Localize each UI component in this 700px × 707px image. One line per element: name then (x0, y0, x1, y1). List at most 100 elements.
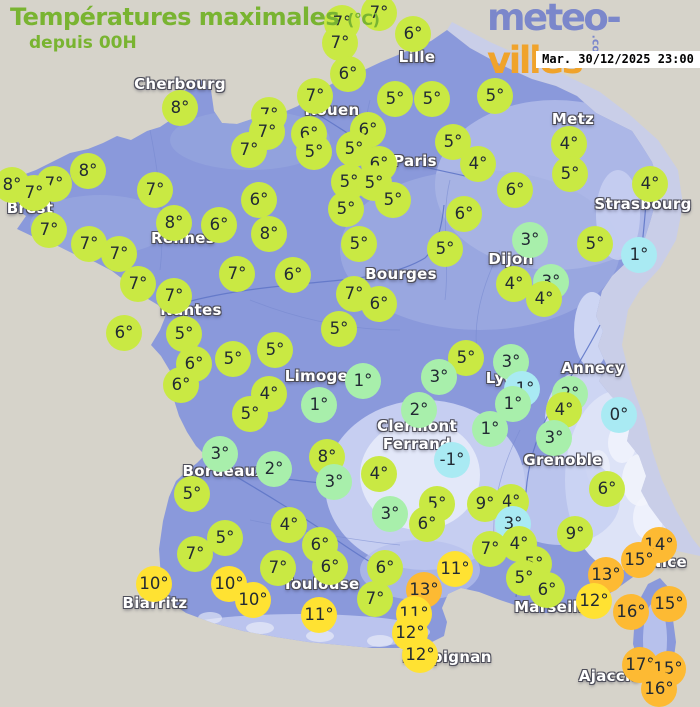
temp-bubble: 7° (101, 236, 137, 272)
temp-bubble: 10° (211, 566, 247, 602)
temp-bubble: 15° (651, 586, 687, 622)
temp-bubble: 2° (401, 392, 437, 428)
temp-bubble: 7° (472, 531, 508, 567)
temp-bubble: 6° (106, 315, 142, 351)
temp-bubble: 5° (414, 81, 450, 117)
temp-bubble: 3° (202, 436, 238, 472)
temp-bubble: 5° (375, 182, 411, 218)
temp-bubble: 15° (621, 542, 657, 578)
temp-bubble: 4° (361, 456, 397, 492)
temp-bubble: 1° (301, 387, 337, 423)
temp-bubble: 2° (256, 451, 292, 487)
timestamp: Mar. 30/12/2025 23:00 (536, 51, 700, 68)
temp-bubble: 16° (613, 594, 649, 630)
temp-bubble: 5° (257, 332, 293, 368)
river-garonne (204, 457, 373, 564)
temp-bubble: 3° (512, 222, 548, 258)
temp-bubble: 6° (312, 549, 348, 585)
title-text: Températures maximales (10, 3, 340, 31)
temp-bubble: 5° (232, 396, 268, 432)
temp-bubble: 6° (330, 56, 366, 92)
city-label-annecy: Annecy (561, 359, 625, 377)
temp-bubble: 8° (251, 216, 287, 252)
terrain-brittany (30, 195, 170, 255)
temp-bubble: 3° (372, 496, 408, 532)
temp-bubble: 5° (207, 520, 243, 556)
page-title: Températures maximales (°C) (10, 3, 380, 31)
temp-bubble: 6° (367, 550, 403, 586)
temp-bubble: 16° (641, 671, 677, 707)
temp-bubble: 7° (322, 25, 358, 61)
temp-bubble: 1° (495, 386, 531, 422)
temp-bubble: 5° (377, 81, 413, 117)
temp-bubble: 8° (156, 205, 192, 241)
temp-bubble: 5° (215, 341, 251, 377)
temp-bubble: 10° (235, 582, 271, 618)
temp-bubble: 5° (296, 134, 332, 170)
logo-part-meteo: meteo- (487, 0, 622, 39)
temp-bubble: 6° (275, 257, 311, 293)
temp-bubble: 5° (328, 191, 364, 227)
temp-bubble: 6° (361, 286, 397, 322)
city-label-cherbourg: Cherbourg (134, 75, 226, 93)
temp-bubble: 6° (409, 506, 445, 542)
temp-bubble: 4° (271, 507, 307, 543)
temp-bubble: 7° (31, 212, 67, 248)
meteo-villes-logo[interactable]: meteo-villes .com (487, 0, 700, 82)
temp-bubble: 6° (163, 367, 199, 403)
temp-bubble: 5° (174, 476, 210, 512)
temp-bubble: 6° (446, 196, 482, 232)
temp-bubble: 7° (219, 256, 255, 292)
temp-bubble: 6° (589, 471, 625, 507)
city-label-metz: Metz (551, 110, 595, 128)
temp-bubble: 8° (70, 153, 106, 189)
temp-bubble: 1° (345, 363, 381, 399)
temp-bubble: 1° (472, 411, 508, 447)
temp-bubble: 7° (137, 172, 173, 208)
temp-bubble: 12° (402, 637, 438, 673)
temp-bubble: 3° (316, 464, 352, 500)
temp-bubble: 9° (557, 516, 593, 552)
temp-bubble: 0° (601, 397, 637, 433)
temp-bubble: 7° (260, 550, 296, 586)
temp-bubble: 11° (301, 597, 337, 633)
city-label-paris: Paris (393, 152, 437, 170)
title-unit: (°C) (347, 10, 380, 29)
city-label-bourges: Bourges (365, 265, 437, 283)
temp-bubble: 7° (297, 78, 333, 114)
temp-bubble: 7° (357, 581, 393, 617)
city-label-ferrand: Ferrand (382, 435, 452, 453)
city-label-lille: Lille (398, 48, 436, 66)
temp-bubble: 10° (136, 566, 172, 602)
temp-bubble: 5° (577, 226, 613, 262)
temp-bubble: 6° (201, 207, 237, 243)
temp-bubble: -1° (434, 442, 470, 478)
temp-bubble: 7° (156, 278, 192, 314)
temp-bubble: 5° (321, 311, 357, 347)
temp-bubble: 1° (621, 237, 657, 273)
temp-bubble: 6° (241, 182, 277, 218)
temp-bubble: 5° (427, 231, 463, 267)
city-label-biarritz: Biarritz (122, 594, 188, 612)
city-label-limoges: Limoges (284, 367, 358, 385)
temp-bubble: 5° (477, 78, 513, 114)
temp-bubble: 7° (120, 266, 156, 302)
temp-bubble: 5° (552, 156, 588, 192)
temp-bubble: 7° (177, 536, 213, 572)
temp-bubble: 4° (526, 281, 562, 317)
temp-bubble: 6° (176, 346, 212, 382)
temp-bubble: 6° (497, 172, 533, 208)
temp-bubble: 4° (546, 392, 582, 428)
temp-bubble: 7° (16, 175, 52, 211)
neighbor-landmass (447, 22, 700, 556)
city-label-grenoble: Grenoble (523, 451, 603, 469)
temp-bubble: 4° (496, 266, 532, 302)
temp-bubble: 5° (341, 226, 377, 262)
temp-bubble: 4° (632, 166, 668, 202)
temp-bubble: 7° (231, 132, 267, 168)
city-label-strasbourg: Strasbourg (594, 195, 692, 213)
page-subtitle: depuis 00H (29, 33, 137, 53)
temp-bubble: 3° (536, 420, 572, 456)
temp-bubble: 4° (460, 146, 496, 182)
